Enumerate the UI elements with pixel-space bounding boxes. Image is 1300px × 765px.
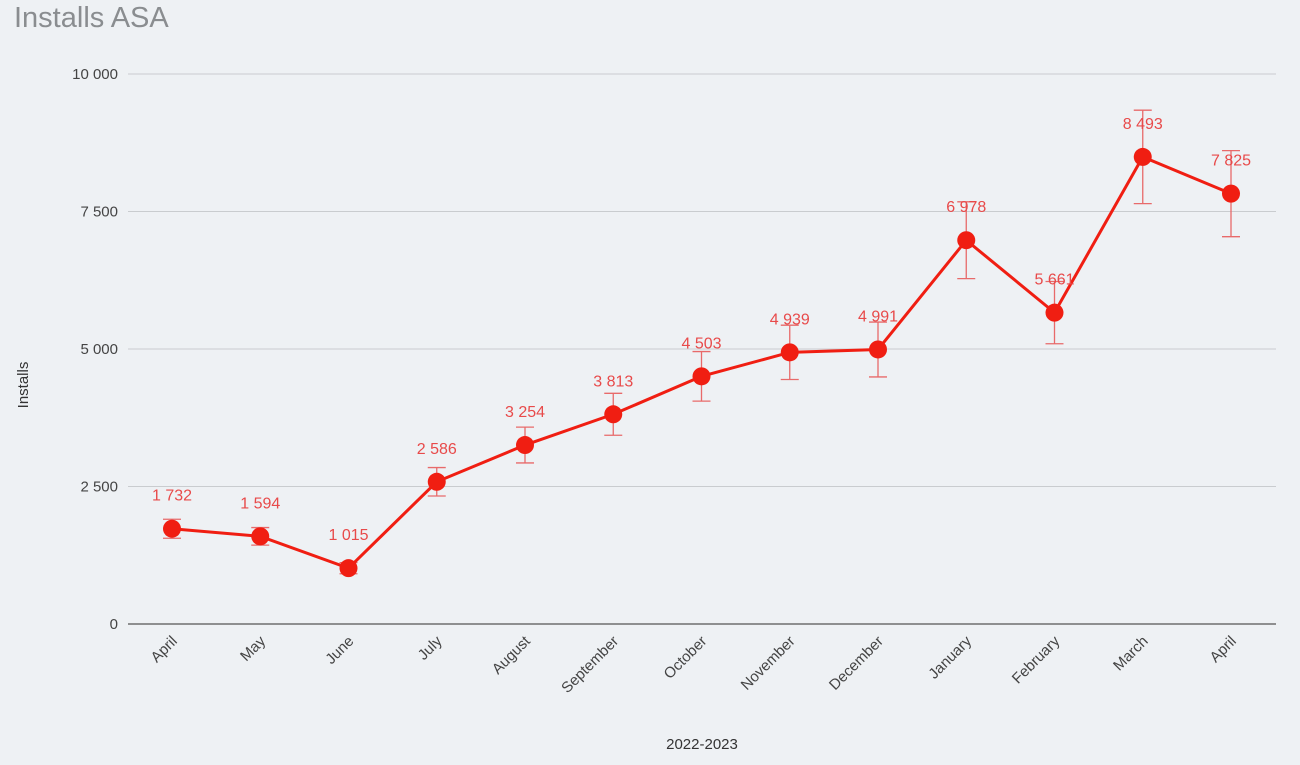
data-point xyxy=(604,405,623,424)
data-label: 5 661 xyxy=(1034,272,1074,289)
data-label: 1 732 xyxy=(152,488,192,505)
data-label: 4 991 xyxy=(858,308,898,325)
data-point xyxy=(1133,147,1152,166)
x-tick-label: April xyxy=(148,633,181,666)
x-tick-label: February xyxy=(1009,632,1064,687)
data-point xyxy=(427,472,446,491)
data-point xyxy=(339,559,358,578)
data-label: 4 939 xyxy=(770,311,810,328)
x-tick-label: May xyxy=(237,632,269,664)
x-tick-label: June xyxy=(322,633,357,668)
data-label: 6 978 xyxy=(946,199,986,216)
data-point xyxy=(957,231,976,250)
y-tick-label: 7 500 xyxy=(80,204,118,221)
data-label: 3 813 xyxy=(593,373,633,390)
x-tick-label: July xyxy=(415,632,446,663)
data-point xyxy=(692,367,711,386)
x-tick-label: April xyxy=(1207,633,1240,666)
x-axis-label: 2022-2023 xyxy=(666,736,738,753)
y-tick-label: 0 xyxy=(110,616,118,633)
data-label: 3 254 xyxy=(505,404,545,421)
data-label: 1 015 xyxy=(328,527,368,544)
data-point xyxy=(251,527,270,546)
x-tick-label: March xyxy=(1110,633,1151,674)
x-tick-label: October xyxy=(661,633,711,683)
x-tick-label: August xyxy=(489,632,535,678)
data-label: 1 594 xyxy=(240,495,280,512)
data-point xyxy=(869,340,887,359)
y-tick-label: 10 000 xyxy=(72,66,118,83)
y-tick-label: 2 500 xyxy=(80,479,118,496)
data-label: 4 503 xyxy=(681,335,721,352)
data-point xyxy=(780,343,799,362)
data-label: 2 586 xyxy=(417,441,457,458)
y-axis-label: Installs xyxy=(15,362,32,409)
data-point xyxy=(516,436,534,455)
data-point xyxy=(163,519,181,538)
chart-title: Installs ASA xyxy=(14,2,169,34)
data-label: 8 493 xyxy=(1123,116,1163,133)
x-tick-label: November xyxy=(738,633,799,694)
y-tick-label: 5 000 xyxy=(80,341,118,358)
data-point xyxy=(1045,303,1064,322)
x-tick-label: September xyxy=(558,633,622,697)
data-label: 7 825 xyxy=(1211,153,1251,170)
x-tick-label: January xyxy=(925,632,975,682)
data-point xyxy=(1222,184,1240,203)
x-tick-label: December xyxy=(826,633,887,694)
